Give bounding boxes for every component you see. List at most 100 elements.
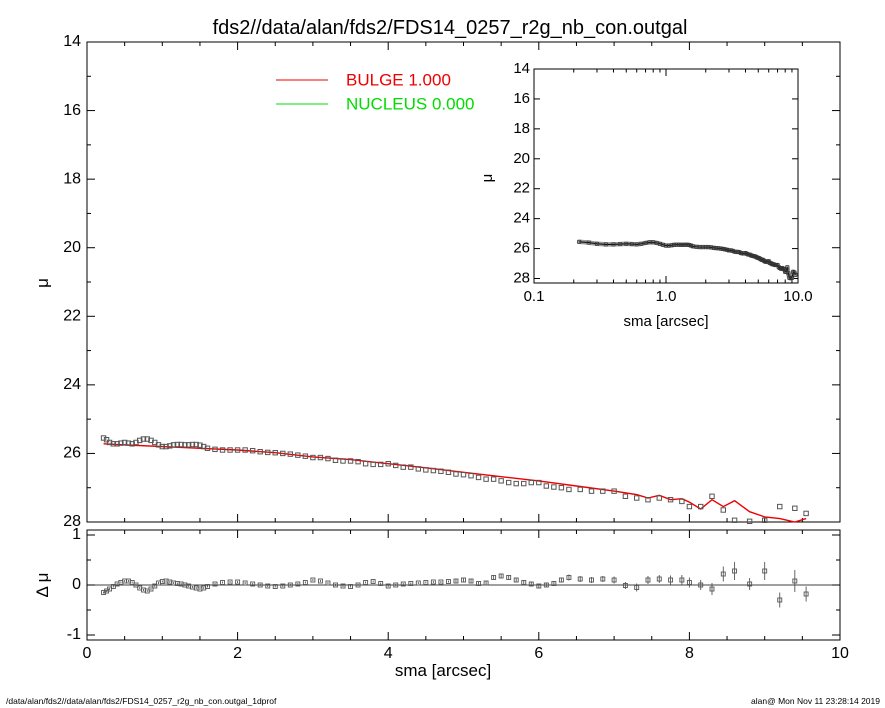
- data-point: [227, 447, 233, 453]
- footer-filename: /data/alan/fds2//data/alan/fds2/FDS14_02…: [6, 696, 277, 706]
- data-point: [174, 441, 181, 448]
- inset-x-axis-label: sma [arcsec]: [623, 313, 708, 330]
- legend-nucleus-label: NUCLEUS 0.000: [346, 94, 475, 113]
- residuals-y-tick-label: -1: [67, 626, 81, 643]
- inset-data-point: [634, 242, 639, 247]
- residual-point: [393, 582, 399, 588]
- data-point: [490, 476, 497, 482]
- residual-point: [250, 581, 256, 587]
- data-point: [468, 473, 474, 479]
- chart-title: fds2//data/alan/fds2/FDS14_0257_r2g_nb_c…: [213, 17, 688, 39]
- inset-y-axis-label: μ: [479, 174, 496, 183]
- data-point: [170, 442, 177, 448]
- residual-point: [317, 578, 323, 584]
- data-point: [566, 486, 572, 493]
- data-point: [310, 454, 316, 461]
- inset-data-point: [674, 242, 679, 247]
- data-point: [453, 471, 459, 477]
- residual-point: [461, 577, 466, 583]
- data-point: [528, 479, 534, 486]
- residual-point: [333, 582, 338, 588]
- residuals-x-tick-label: 4: [384, 645, 393, 662]
- residual-point: [107, 586, 113, 592]
- inset-data-point: [629, 242, 634, 247]
- main-model-curve: [103, 443, 807, 523]
- residual-point: [645, 577, 651, 583]
- data-point: [803, 510, 809, 517]
- inset-x-tick-label: 1.0: [656, 288, 677, 305]
- data-point: [377, 461, 384, 468]
- data-point: [317, 454, 324, 461]
- data-point: [393, 462, 399, 469]
- inset-data-point: [683, 242, 688, 247]
- main-y-tick-label: 28: [63, 513, 81, 530]
- residuals-x-axis-label: sma [arcsec]: [395, 661, 491, 680]
- data-point: [325, 455, 331, 462]
- data-point: [543, 483, 550, 489]
- inset-x-tick-label: 10.0: [783, 288, 812, 305]
- residual-point: [242, 580, 248, 586]
- residuals-x-tick-label: 10: [831, 645, 849, 662]
- residual-point: [348, 584, 353, 589]
- inset-data-point: [720, 246, 725, 251]
- inset-data-point: [639, 241, 644, 246]
- residuals-x-tick-label: 0: [83, 645, 92, 662]
- residual-point: [611, 577, 617, 583]
- data-point: [129, 441, 135, 447]
- residual-point: [325, 580, 331, 586]
- data-point: [622, 493, 629, 499]
- inset-data-point: [703, 245, 708, 250]
- data-point: [792, 505, 798, 511]
- residual-point: [656, 576, 662, 582]
- data-point: [551, 484, 557, 490]
- data-point: [163, 443, 169, 450]
- data-point: [498, 478, 504, 484]
- bulge-model-line: [103, 443, 807, 523]
- inset-data-point: [786, 271, 791, 276]
- data-point: [182, 442, 188, 448]
- residual-point: [430, 579, 436, 585]
- residual-point: [566, 575, 572, 580]
- inset-data-point: [790, 275, 794, 280]
- data-point: [633, 495, 640, 501]
- residual-point: [528, 581, 534, 587]
- inset-data-point: [709, 245, 714, 250]
- data-point: [212, 446, 218, 453]
- residual-point: [543, 582, 549, 588]
- residual-point: [506, 575, 512, 580]
- data-point: [257, 449, 263, 455]
- inset-data-point: [669, 243, 674, 248]
- residuals-data-points: [101, 562, 809, 608]
- residuals-y-tick-label: 1: [72, 526, 81, 543]
- inset-data-point: [643, 240, 648, 245]
- residual-point: [408, 581, 414, 586]
- data-point: [762, 517, 768, 523]
- residual-point: [287, 582, 293, 588]
- residual-point: [536, 583, 542, 589]
- inset-data-point: [676, 242, 681, 247]
- inset-data-point: [716, 246, 721, 251]
- inset-data-point: [624, 241, 629, 246]
- inset-data-point: [586, 240, 591, 245]
- residuals-x-tick-label: 8: [685, 645, 694, 662]
- data-point: [144, 436, 150, 442]
- data-point: [558, 485, 565, 491]
- data-point: [106, 439, 113, 446]
- residual-point: [212, 581, 218, 587]
- residual-point: [577, 576, 583, 582]
- inset-y-tick-label: 16: [513, 90, 530, 107]
- inset-plot-frame: [533, 68, 799, 284]
- data-point: [167, 443, 173, 449]
- inset-y-tick-label: 18: [513, 120, 530, 137]
- main-y-tick-label: 24: [63, 376, 81, 393]
- inset-y-tick-label: 20: [513, 150, 530, 167]
- data-point: [438, 468, 444, 474]
- data-point: [731, 517, 738, 523]
- data-point: [272, 450, 278, 456]
- data-point: [577, 486, 583, 493]
- data-point: [777, 503, 783, 510]
- residual-point: [385, 583, 391, 589]
- inset-data-point: [791, 269, 796, 274]
- residual-point: [415, 580, 421, 586]
